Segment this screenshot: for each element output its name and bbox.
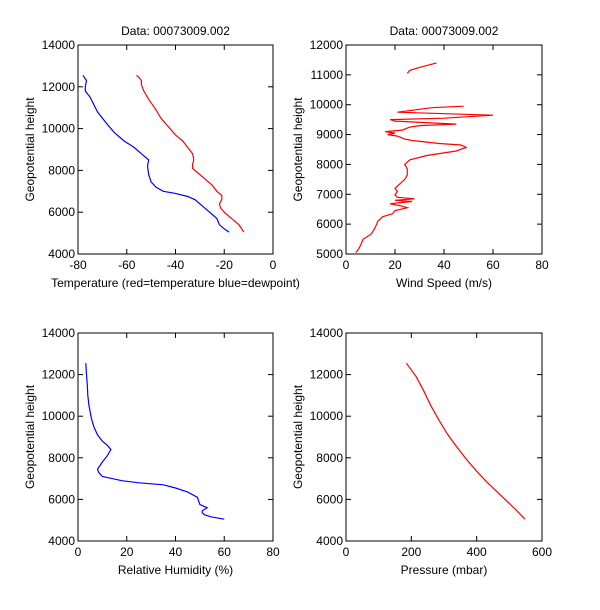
x-tick-label: 0 — [343, 258, 350, 272]
y-tick-label: 12000 — [310, 38, 344, 52]
x-tick-label: 0 — [270, 258, 277, 272]
series-line-pressure — [405, 362, 526, 520]
x-tick-label: 80 — [266, 545, 280, 559]
y-tick-label: 14000 — [42, 38, 76, 52]
y-tick-label: 10000 — [42, 122, 76, 136]
x-tick-label: 20 — [120, 545, 134, 559]
x-tick-label: 80 — [535, 258, 549, 272]
x-axis-label: Pressure (mbar) — [401, 563, 488, 577]
x-axis-label: Temperature (red=temperature blue=dewpoi… — [51, 276, 300, 290]
y-tick-label: 12000 — [310, 368, 344, 382]
x-tick-label: 400 — [467, 545, 487, 559]
x-tick-label: 0 — [75, 545, 82, 559]
subplot-1: -80 -60 -40 -20 0 4000 6000 8000 10000 12000 14000… — [23, 24, 300, 290]
y-tick-label: 4000 — [48, 534, 75, 548]
x-tick-label: 20 — [388, 258, 402, 272]
y-tick-label: 10000 — [310, 98, 344, 112]
x-tick-label: 600 — [532, 545, 552, 559]
x-tick-label: 0 — [343, 545, 350, 559]
x-tick-label: 60 — [218, 545, 232, 559]
y-tick-label: 10000 — [310, 409, 344, 423]
y-tick-label: 8000 — [48, 451, 75, 465]
chart-title: Data: 00073009.002 — [390, 24, 499, 38]
x-tick-label: -40 — [167, 258, 185, 272]
x-axis-label: Relative Humidity (%) — [118, 563, 233, 577]
subplot-3: 0 20 40 60 80 4000 6000 8000 10000 12000 14000 Rela… — [23, 326, 280, 577]
y-axis-label: Geopotential height — [291, 97, 305, 202]
y-tick-label: 14000 — [310, 326, 344, 340]
y-tick-label: 4000 — [48, 247, 75, 261]
x-tick-label: -60 — [118, 258, 136, 272]
y-tick-label: 7000 — [316, 187, 343, 201]
y-tick-label: 4000 — [316, 534, 343, 548]
y-tick-label: 12000 — [42, 368, 76, 382]
x-tick-label: -80 — [69, 258, 87, 272]
y-tick-label: 10000 — [42, 409, 76, 423]
x-tick-label: 40 — [437, 258, 451, 272]
series-line-dewpoint — [82, 74, 230, 233]
y-tick-label: 12000 — [42, 80, 76, 94]
series-line-wind-speed — [355, 105, 494, 253]
y-axis-label: Geopotential height — [23, 384, 37, 489]
subplot-2: 0 20 40 60 80 5000 6000 7000 8000 9000 10000 11000 1… — [291, 24, 549, 290]
x-tick-label: 40 — [169, 545, 183, 559]
subplot-4: 0 200 400 600 4000 6000 8000 10000 12000 14000 Pre… — [291, 326, 552, 577]
axes-frame — [77, 332, 274, 542]
y-tick-label: 6000 — [48, 492, 75, 506]
axes-frame — [77, 44, 274, 255]
y-tick-label: 8000 — [316, 157, 343, 171]
y-tick-label: 5000 — [316, 247, 343, 261]
y-tick-label: 6000 — [48, 205, 75, 219]
y-tick-label: 8000 — [48, 163, 75, 177]
y-tick-label: 8000 — [316, 451, 343, 465]
y-tick-label: 9000 — [316, 128, 343, 142]
series-line-relative-humidity — [85, 363, 225, 520]
x-tick-label: 60 — [486, 258, 500, 272]
y-tick-label: 6000 — [316, 492, 343, 506]
y-tick-label: 11000 — [311, 68, 344, 82]
x-axis-label: Wind Speed (m/s) — [396, 276, 492, 290]
axes-frame — [345, 332, 543, 542]
y-tick-label: 14000 — [42, 326, 76, 340]
x-tick-label: -20 — [216, 258, 234, 272]
y-tick-label: 6000 — [316, 217, 343, 231]
y-axis-label: Geopotential height — [23, 97, 37, 202]
x-tick-label: 200 — [401, 545, 421, 559]
series-line-temperature — [136, 74, 245, 233]
chart-title: Data: 00073009.002 — [121, 24, 230, 38]
axes-frame — [345, 44, 543, 255]
series-line-wind-speed-upper — [406, 62, 437, 74]
y-axis-label: Geopotential height — [291, 384, 305, 489]
